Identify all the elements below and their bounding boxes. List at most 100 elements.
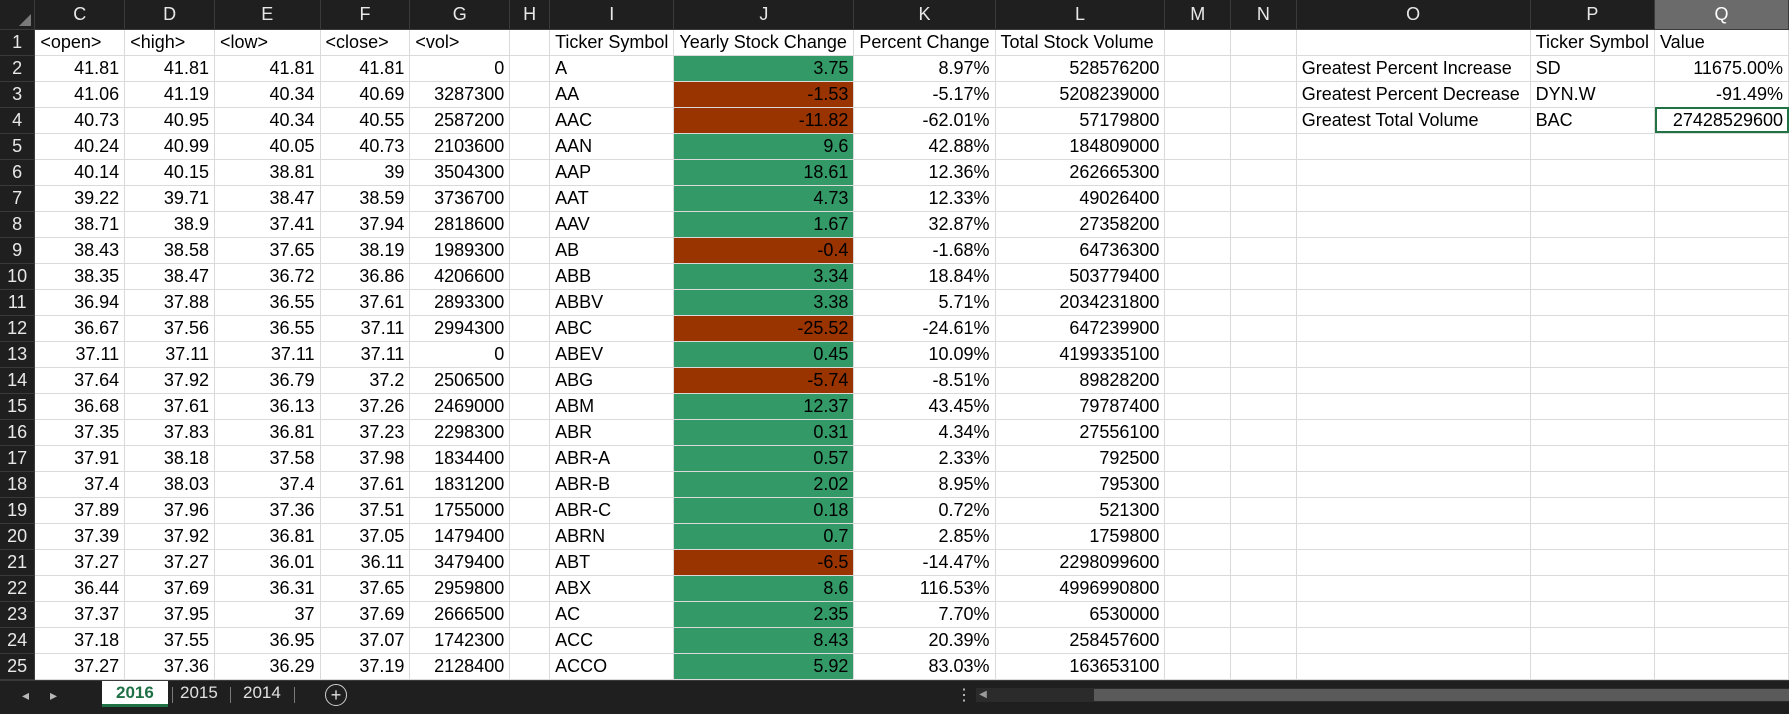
volume-cell[interactable]: 2994300: [409, 315, 511, 342]
volume-cell[interactable]: 1742300: [409, 627, 511, 654]
empty-cell[interactable]: [509, 601, 551, 628]
ticker-cell[interactable]: AAN: [549, 133, 675, 160]
empty-cell[interactable]: [1164, 575, 1232, 602]
low-cell[interactable]: 38.81: [214, 159, 321, 186]
summary-value-cell[interactable]: [1654, 185, 1789, 212]
empty-cell[interactable]: [1230, 419, 1297, 446]
header-cell-h[interactable]: [509, 29, 551, 56]
close-cell[interactable]: 37.2: [320, 367, 411, 394]
close-cell[interactable]: 37.98: [320, 445, 411, 472]
volume-cell[interactable]: 2959800: [409, 575, 511, 602]
empty-cell[interactable]: [509, 367, 551, 394]
volume-cell[interactable]: 2128400: [409, 653, 511, 680]
close-cell[interactable]: 39: [320, 159, 411, 186]
close-cell[interactable]: 37.11: [320, 315, 411, 342]
scroll-left-icon[interactable]: ◀: [979, 689, 987, 700]
column-header-j[interactable]: J: [673, 0, 855, 30]
open-cell[interactable]: 41.06: [34, 81, 126, 108]
empty-cell[interactable]: [509, 133, 551, 160]
volume-cell[interactable]: 3479400: [409, 549, 511, 576]
high-cell[interactable]: 37.92: [124, 523, 215, 550]
summary-value-cell[interactable]: 11675.00%: [1654, 55, 1789, 82]
total-volume-cell[interactable]: 795300: [995, 471, 1166, 498]
row-header[interactable]: 22: [0, 575, 36, 602]
summary-value-cell[interactable]: [1654, 367, 1789, 394]
row-header[interactable]: 17: [0, 445, 36, 472]
high-cell[interactable]: 37.96: [124, 497, 215, 524]
empty-cell[interactable]: [1164, 367, 1232, 394]
open-cell[interactable]: 38.43: [34, 237, 126, 264]
high-cell[interactable]: 37.83: [124, 419, 215, 446]
header-cell-n[interactable]: [1230, 29, 1297, 56]
summary-label-cell[interactable]: [1296, 523, 1531, 550]
low-cell[interactable]: 36.31: [214, 575, 321, 602]
percent-change-cell[interactable]: 4.34%: [853, 419, 996, 446]
header-cell-summary-label[interactable]: [1296, 29, 1531, 56]
empty-cell[interactable]: [509, 653, 551, 680]
summary-value-cell[interactable]: [1654, 497, 1789, 524]
yearly-change-cell[interactable]: 3.75: [673, 55, 855, 82]
chevron-left-icon[interactable]: ◂: [22, 687, 30, 703]
column-header-d[interactable]: D: [124, 0, 215, 30]
percent-change-cell[interactable]: -8.51%: [853, 367, 996, 394]
row-header[interactable]: 4: [0, 107, 36, 134]
yearly-change-cell[interactable]: -6.5: [673, 549, 855, 576]
column-header-m[interactable]: M: [1164, 0, 1232, 30]
summary-value-cell[interactable]: [1654, 237, 1789, 264]
summary-label-cell[interactable]: [1296, 237, 1531, 264]
yearly-change-cell[interactable]: 8.6: [673, 575, 855, 602]
summary-label-cell[interactable]: Greatest Percent Decrease: [1296, 81, 1531, 108]
ticker-cell[interactable]: A: [549, 55, 675, 82]
volume-cell[interactable]: 2666500: [409, 601, 511, 628]
empty-cell[interactable]: [1164, 263, 1232, 290]
header-cell-yearly-change[interactable]: Yearly Stock Change: [673, 29, 855, 56]
empty-cell[interactable]: [1164, 445, 1232, 472]
empty-cell[interactable]: [509, 523, 551, 550]
empty-cell[interactable]: [1164, 159, 1232, 186]
summary-ticker-cell[interactable]: [1530, 471, 1656, 498]
empty-cell[interactable]: [1230, 81, 1297, 108]
summary-ticker-cell[interactable]: [1530, 419, 1656, 446]
summary-label-cell[interactable]: [1296, 497, 1531, 524]
empty-cell[interactable]: [1164, 497, 1232, 524]
high-cell[interactable]: 37.69: [124, 575, 215, 602]
summary-label-cell[interactable]: [1296, 211, 1531, 238]
row-header[interactable]: 25: [0, 653, 36, 680]
summary-label-cell[interactable]: Greatest Percent Increase: [1296, 55, 1531, 82]
row-header[interactable]: 10: [0, 263, 36, 290]
summary-label-cell[interactable]: [1296, 445, 1531, 472]
empty-cell[interactable]: [1230, 107, 1297, 134]
empty-cell[interactable]: [1164, 107, 1232, 134]
high-cell[interactable]: 40.99: [124, 133, 215, 160]
ticker-cell[interactable]: AC: [549, 601, 675, 628]
summary-label-cell[interactable]: [1296, 185, 1531, 212]
summary-ticker-cell[interactable]: [1530, 289, 1656, 316]
row-header[interactable]: 21: [0, 549, 36, 576]
percent-change-cell[interactable]: 83.03%: [853, 653, 996, 680]
percent-change-cell[interactable]: 8.95%: [853, 471, 996, 498]
ticker-cell[interactable]: ABB: [549, 263, 675, 290]
low-cell[interactable]: 36.95: [214, 627, 321, 654]
low-cell[interactable]: 36.72: [214, 263, 321, 290]
header-cell-percent-change[interactable]: Percent Change: [853, 29, 996, 56]
column-header-h[interactable]: H: [509, 0, 551, 30]
ticker-cell[interactable]: AAT: [549, 185, 675, 212]
ticker-cell[interactable]: AA: [549, 81, 675, 108]
empty-cell[interactable]: [1230, 523, 1297, 550]
empty-cell[interactable]: [509, 211, 551, 238]
empty-cell[interactable]: [509, 237, 551, 264]
row-header[interactable]: 19: [0, 497, 36, 524]
open-cell[interactable]: 40.14: [34, 159, 126, 186]
open-cell[interactable]: 36.44: [34, 575, 126, 602]
total-volume-cell[interactable]: 4996990800: [995, 575, 1166, 602]
close-cell[interactable]: 37.11: [320, 341, 411, 368]
header-cell-close[interactable]: <close>: [320, 29, 411, 56]
scrollbar-thumb[interactable]: [1094, 689, 1789, 701]
percent-change-cell[interactable]: 43.45%: [853, 393, 996, 420]
empty-cell[interactable]: [1164, 341, 1232, 368]
yearly-change-cell[interactable]: -25.52: [673, 315, 855, 342]
row-header[interactable]: 9: [0, 237, 36, 264]
empty-cell[interactable]: [1230, 315, 1297, 342]
total-volume-cell[interactable]: 258457600: [995, 627, 1166, 654]
total-volume-cell[interactable]: 184809000: [995, 133, 1166, 160]
